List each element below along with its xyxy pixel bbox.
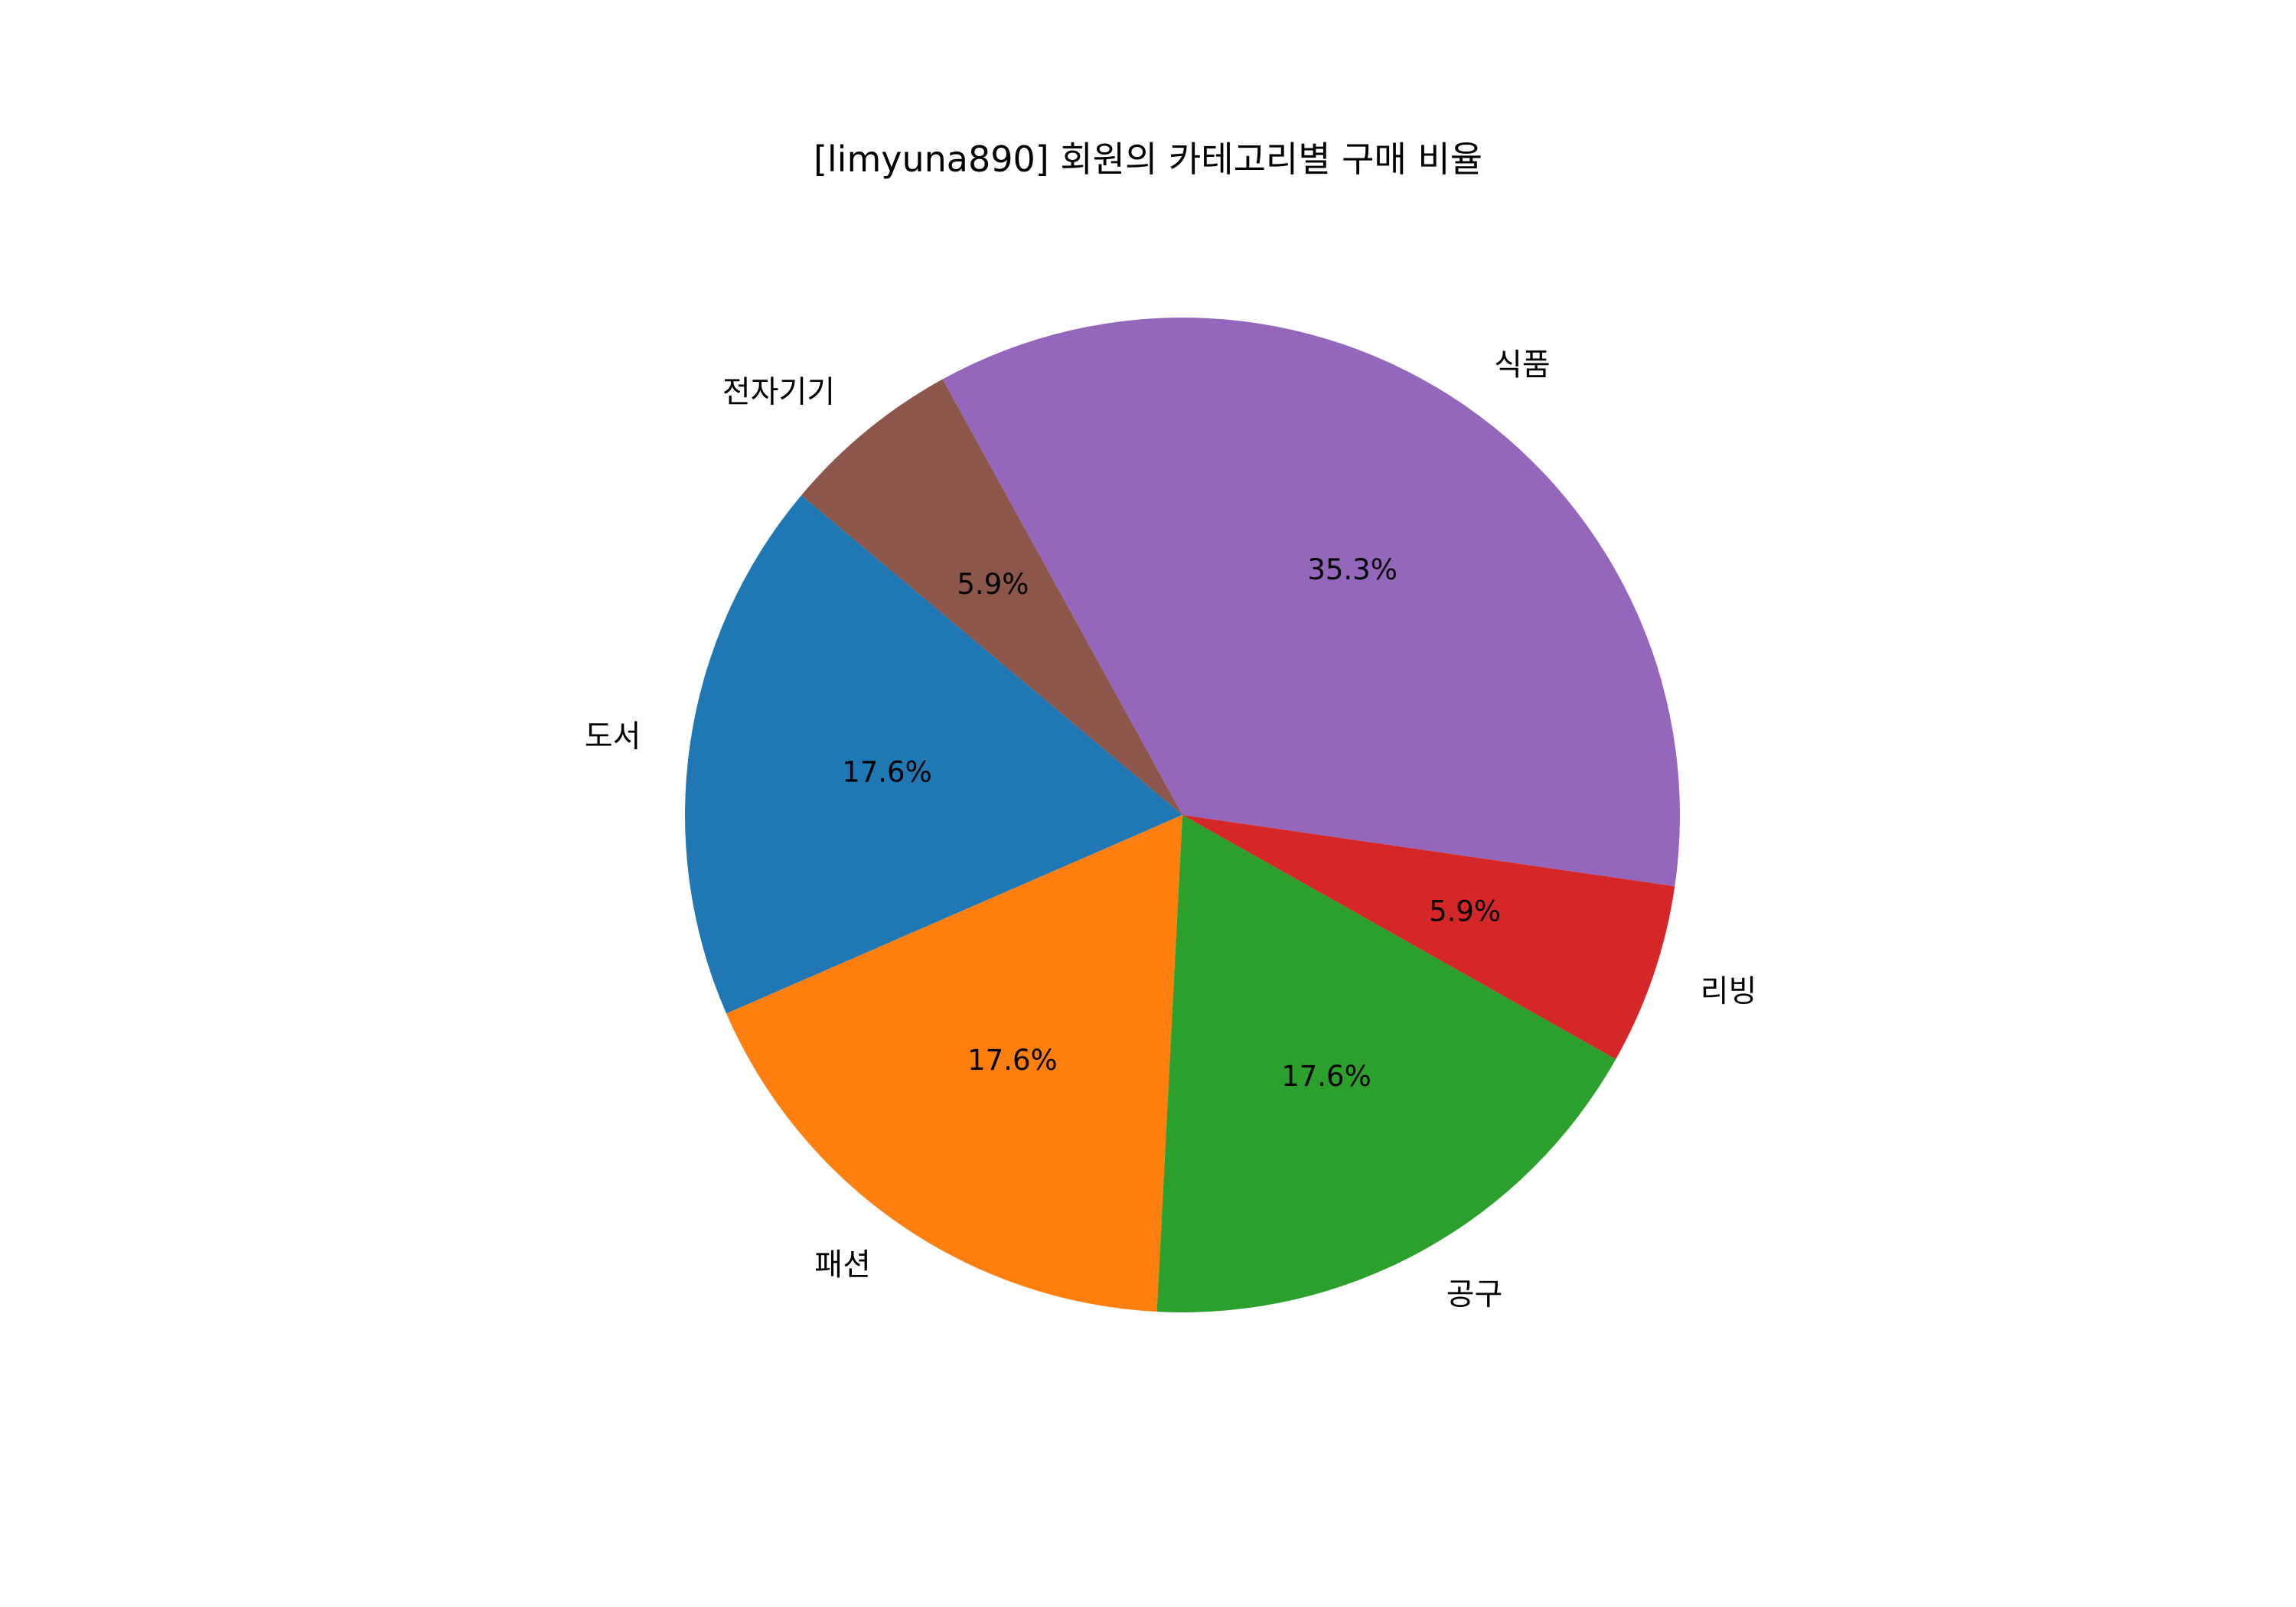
- slice-label-3: 공구: [1446, 1276, 1503, 1312]
- slice-label-5: 식품: [1494, 347, 1551, 383]
- pie-slice-2: [726, 815, 1182, 1312]
- chart-title: [limyuna890] 회원의 카테고리별 구매 비율: [814, 139, 1482, 180]
- slice-percent-label-4: 5.9%: [1429, 895, 1501, 927]
- pie-slice-1: [684, 495, 1182, 1014]
- slice-percent-label-5: 35.3%: [1307, 553, 1397, 586]
- slice-percent-label-2: 17.6%: [967, 1044, 1058, 1077]
- pie-slices: [684, 318, 1681, 1312]
- slice-label-2: 패션: [814, 1247, 871, 1283]
- slice-percent-label-6: 5.9%: [957, 568, 1029, 601]
- pie-slice-5: [942, 318, 1681, 887]
- pie-slice-3: [1156, 815, 1616, 1312]
- slice-percent-label-1: 17.6%: [842, 756, 932, 789]
- slice-label-1: 도서: [585, 719, 641, 755]
- slice-label-6: 전자기기: [722, 375, 835, 410]
- pie-slice-4: [1182, 815, 1675, 1060]
- slice-percent-label-3: 17.6%: [1281, 1060, 1371, 1093]
- pie-slice-6: [801, 379, 1182, 815]
- slice-label-4: 리빙: [1701, 974, 1757, 1009]
- pie-labels: 도서 17.6% 패션 17.6% 공구 17.6% 리빙 5.9% 식품 35.3% 전자기기 5.…: [585, 347, 1757, 1312]
